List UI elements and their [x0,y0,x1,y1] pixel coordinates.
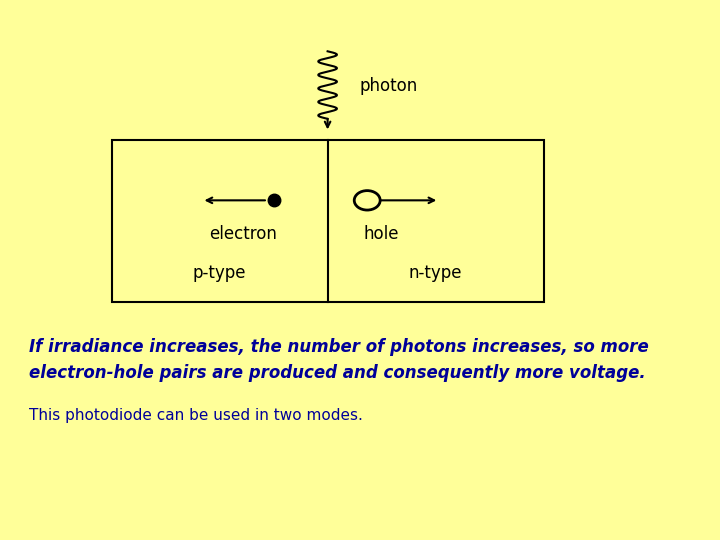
Text: If irradiance increases, the number of photons increases, so more: If irradiance increases, the number of p… [29,338,649,355]
Text: hole: hole [364,225,399,242]
Circle shape [356,192,379,209]
Bar [112,140,544,302]
Text: p-type: p-type [193,264,246,282]
Text: This photodiode can be used in two modes.: This photodiode can be used in two modes… [29,408,363,423]
Text: n-type: n-type [409,264,462,282]
Text: electron-hole pairs are produced and consequently more voltage.: electron-hole pairs are produced and con… [29,364,646,382]
Text: electron: electron [210,225,277,242]
Text: photon: photon [360,77,418,96]
